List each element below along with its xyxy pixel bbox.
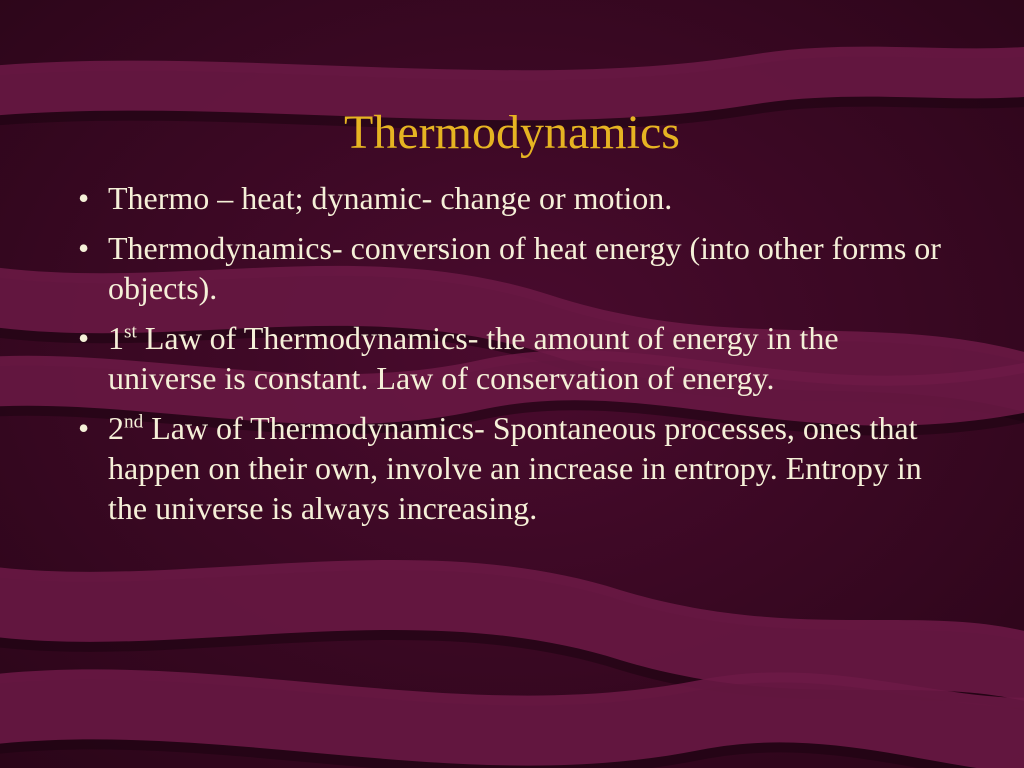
bullet-text: Thermodynamics- conversion of heat energ… [108, 230, 941, 306]
bullet-ordinal-suffix: nd [124, 411, 143, 432]
bullet-ordinal: 1 [108, 320, 124, 356]
bullet-item: 1st Law of Thermodynamics- the amount of… [70, 318, 954, 398]
bullet-text: Thermo – heat; dynamic- change or motion… [108, 180, 672, 216]
slide-title: Thermodynamics [70, 105, 954, 160]
slide-content: Thermodynamics Thermo – heat; dynamic- c… [0, 0, 1024, 768]
bullet-ordinal: 2 [108, 410, 124, 446]
bullet-text: Law of Thermodynamics- Spontaneous proce… [108, 410, 922, 526]
bullet-item: Thermodynamics- conversion of heat energ… [70, 228, 954, 308]
bullet-item: 2nd Law of Thermodynamics- Spontaneous p… [70, 408, 954, 528]
bullet-list: Thermo – heat; dynamic- change or motion… [70, 178, 954, 528]
bullet-text: Law of Thermodynamics- the amount of ene… [108, 320, 839, 396]
bullet-ordinal-suffix: st [124, 321, 137, 342]
bullet-item: Thermo – heat; dynamic- change or motion… [70, 178, 954, 218]
